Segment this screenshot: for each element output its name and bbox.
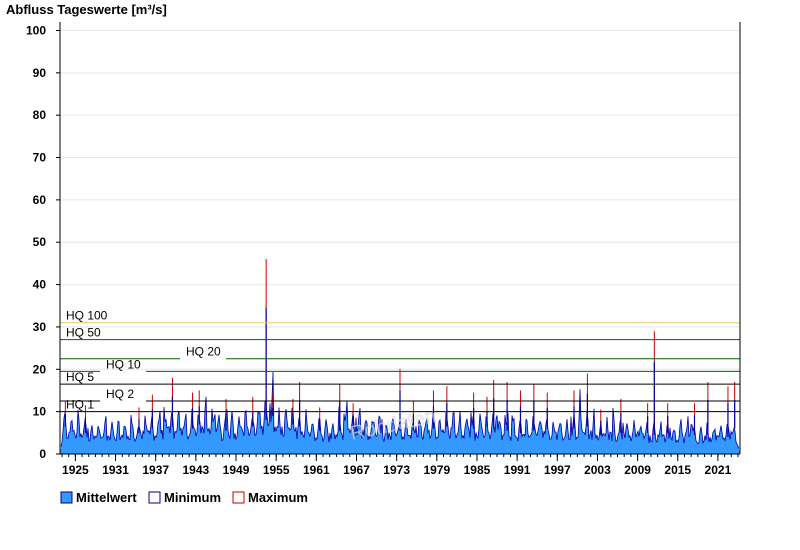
x-tick-label: 1925 bbox=[62, 463, 89, 477]
x-tick-label: 1985 bbox=[464, 463, 491, 477]
x-tick-label: 1955 bbox=[263, 463, 290, 477]
hq-threshold-lines: HQ 100 HQ 50 HQ 20 HQ 10 HQ 5 HQ 2 HQ 1 bbox=[60, 309, 740, 413]
x-tick-label: 1973 bbox=[383, 463, 410, 477]
x-tick-label: 2009 bbox=[624, 463, 651, 477]
legend-swatch-minimum bbox=[148, 491, 161, 504]
x-tick-label: 1979 bbox=[423, 463, 450, 477]
x-axis-ticks: 1925 1931 1937 1943 1949 1955 1961 1967 1973 1979… bbox=[61, 454, 739, 477]
y-tick-label: 70 bbox=[33, 151, 47, 165]
x-tick-label: 2015 bbox=[664, 463, 691, 477]
x-tick-label: 1943 bbox=[183, 463, 210, 477]
hq-label: HQ 50 bbox=[66, 326, 101, 340]
legend-label-minimum: Minimum bbox=[164, 490, 221, 505]
x-tick-label: 1931 bbox=[102, 463, 129, 477]
hq-label: HQ 10 bbox=[106, 357, 141, 371]
grid-lines bbox=[60, 29, 740, 413]
x-tick-label: 1937 bbox=[142, 463, 169, 477]
hq-label: HQ 2 bbox=[106, 387, 134, 401]
x-tick-label: 2021 bbox=[705, 463, 732, 477]
x-tick-label: 1997 bbox=[544, 463, 571, 477]
legend-label-maximum: Maximum bbox=[248, 490, 308, 505]
y-tick-label: 40 bbox=[33, 278, 47, 292]
hq-label: HQ 5 bbox=[66, 370, 94, 384]
legend-label-mittelwert: Mittelwert bbox=[76, 490, 137, 505]
legend-item-minimum: Minimum bbox=[148, 490, 221, 505]
hq-label: HQ 20 bbox=[186, 345, 221, 359]
y-tick-label: 60 bbox=[33, 193, 47, 207]
hq-label: HQ 100 bbox=[66, 309, 108, 323]
y-tick-label: 50 bbox=[33, 235, 47, 249]
axes bbox=[59, 22, 741, 455]
legend-item-maximum: Maximum bbox=[232, 490, 308, 505]
chart-title: Abfluss Tageswerte [m³/s] bbox=[6, 2, 167, 17]
x-tick-label: 2003 bbox=[584, 463, 611, 477]
x-tick-label: 1967 bbox=[343, 463, 370, 477]
y-tick-label: 10 bbox=[33, 405, 47, 419]
legend-swatch-maximum bbox=[232, 491, 245, 504]
y-tick-label: 90 bbox=[33, 66, 47, 80]
y-tick-label: 30 bbox=[33, 320, 47, 334]
y-tick-label: 100 bbox=[26, 23, 46, 37]
y-tick-label: 0 bbox=[39, 447, 46, 461]
y-tick-label: 80 bbox=[33, 108, 47, 122]
x-tick-label: 1949 bbox=[223, 463, 250, 477]
legend-swatch-mittelwert bbox=[60, 491, 73, 504]
y-axis-ticks: 0 10 20 30 40 50 60 70 80 90 100 bbox=[26, 23, 60, 461]
y-tick-label: 20 bbox=[33, 362, 47, 376]
chart-legend: Mittelwert Minimum Maximum bbox=[60, 490, 308, 505]
hq-label: HQ 1 bbox=[66, 398, 94, 412]
legend-item-mittelwert: Mittelwert bbox=[60, 490, 137, 505]
x-tick-label: 1991 bbox=[504, 463, 531, 477]
mittelwert-area bbox=[60, 372, 740, 454]
x-tick-label: 1961 bbox=[303, 463, 330, 477]
plot-area bbox=[60, 259, 740, 454]
